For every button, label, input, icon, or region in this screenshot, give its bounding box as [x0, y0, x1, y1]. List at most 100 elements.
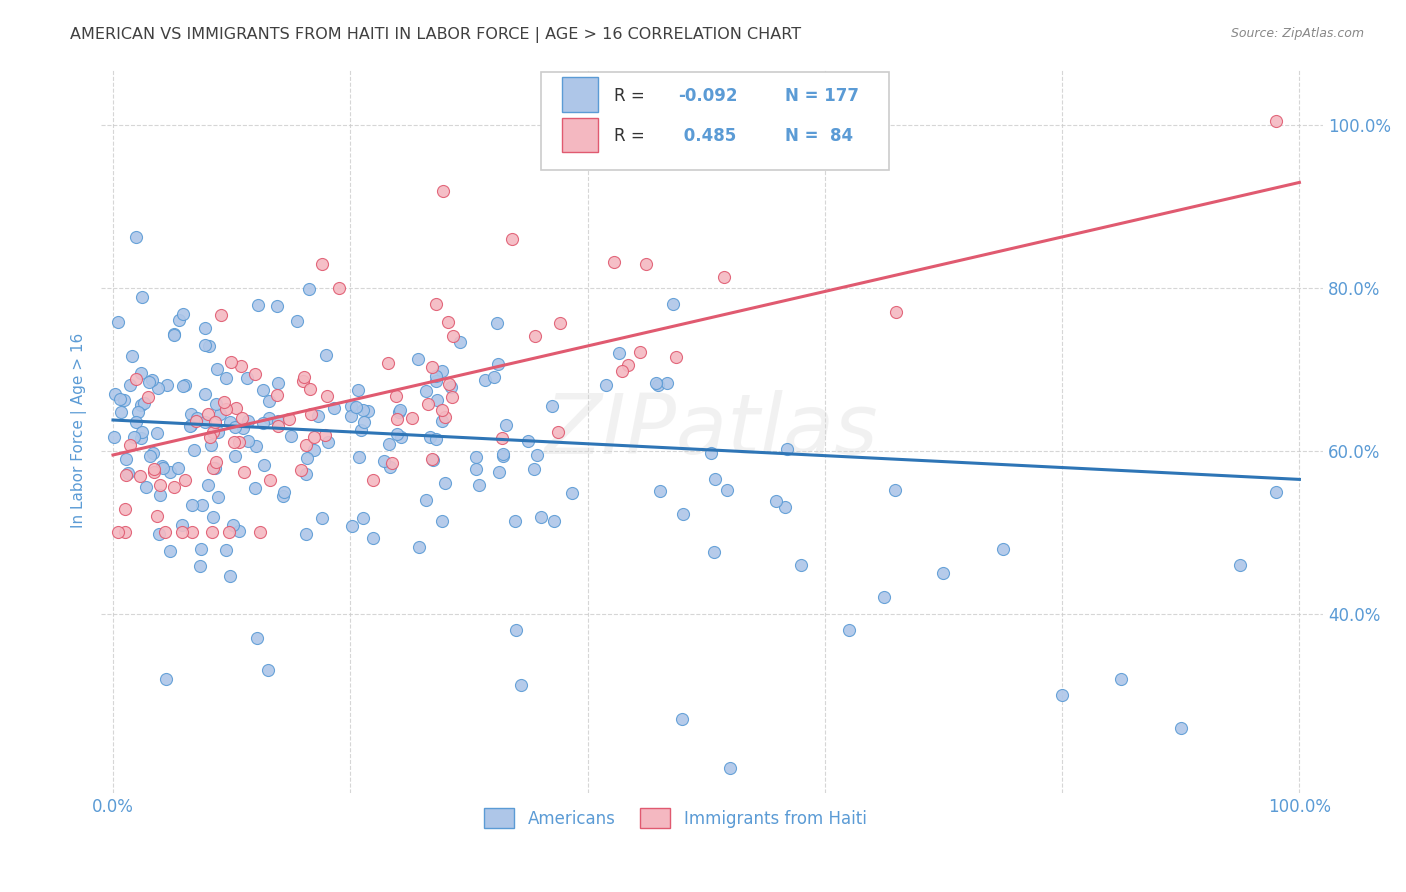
Point: [647, 377, 669, 392]
Point: [115, 468, 138, 483]
Point: [222, 517, 245, 532]
Point: [443, 328, 465, 343]
Point: [377, 356, 399, 370]
Point: [356, 404, 378, 418]
Point: [142, 461, 165, 475]
Point: [1111, 672, 1133, 686]
Point: [200, 438, 222, 452]
Point: [156, 378, 179, 392]
Point: [505, 624, 527, 638]
Point: [202, 425, 225, 439]
Point: [295, 438, 318, 452]
Point: [524, 329, 547, 343]
Point: [352, 511, 374, 525]
Point: [257, 410, 280, 425]
Point: [184, 414, 207, 428]
Point: [172, 307, 194, 321]
Point: [449, 334, 471, 349]
Point: [316, 435, 339, 450]
Point: [146, 508, 169, 523]
Point: [127, 405, 149, 419]
Point: [198, 430, 221, 444]
Point: [207, 490, 229, 504]
Point: [224, 450, 246, 464]
Point: [378, 436, 401, 450]
Point: [181, 525, 204, 540]
Point: [167, 461, 190, 475]
Point: [314, 428, 336, 442]
Point: [170, 518, 193, 533]
Point: [180, 407, 202, 421]
Point: [134, 396, 156, 410]
Point: [299, 382, 322, 396]
Point: [108, 392, 131, 407]
Point: [420, 451, 443, 466]
Point: [716, 483, 738, 497]
Point: [142, 446, 165, 460]
Point: [252, 383, 274, 397]
Point: [145, 425, 167, 440]
Point: [704, 472, 727, 486]
Point: [131, 290, 153, 304]
Point: [486, 357, 509, 371]
Point: [547, 425, 569, 439]
Point: [139, 449, 162, 463]
Point: [267, 414, 290, 428]
Point: [991, 541, 1014, 556]
Point: [408, 540, 430, 554]
Point: [225, 401, 247, 415]
Point: [215, 401, 238, 416]
Point: [149, 488, 172, 502]
Point: [159, 465, 181, 479]
Point: [340, 519, 363, 533]
Text: ZIPatlas: ZIPatlas: [546, 390, 879, 471]
Point: [509, 678, 531, 692]
FancyBboxPatch shape: [562, 118, 599, 153]
Point: [299, 407, 322, 421]
Point: [136, 390, 159, 404]
Point: [465, 450, 488, 464]
Point: [143, 465, 166, 479]
Point: [468, 478, 491, 492]
Text: 0.485: 0.485: [678, 128, 737, 145]
Point: [432, 364, 454, 378]
Point: [672, 507, 695, 521]
Point: [655, 376, 678, 391]
Point: [238, 414, 260, 428]
Point: [385, 389, 408, 403]
Point: [246, 298, 269, 312]
Point: [505, 514, 527, 528]
Point: [212, 395, 235, 409]
Point: [420, 359, 443, 374]
Point: [207, 362, 229, 376]
Point: [482, 370, 505, 384]
FancyBboxPatch shape: [562, 77, 599, 112]
Point: [344, 400, 367, 414]
Point: [229, 359, 252, 373]
Point: [1264, 114, 1286, 128]
Point: [152, 461, 174, 475]
Point: [373, 454, 395, 468]
Point: [713, 269, 735, 284]
Point: [271, 489, 294, 503]
Point: [253, 458, 276, 473]
Point: [304, 430, 326, 444]
FancyBboxPatch shape: [541, 72, 890, 169]
Point: [155, 525, 177, 540]
Point: [224, 420, 246, 434]
Point: [202, 460, 225, 475]
Point: [517, 434, 540, 449]
Point: [1229, 558, 1251, 572]
Point: [141, 373, 163, 387]
Point: [173, 473, 195, 487]
Point: [267, 376, 290, 391]
Point: [135, 479, 157, 493]
Point: [350, 423, 373, 437]
Text: N = 177: N = 177: [786, 87, 859, 104]
Point: [543, 514, 565, 528]
Point: [129, 398, 152, 412]
Point: [209, 309, 232, 323]
Point: [128, 468, 150, 483]
Point: [121, 349, 143, 363]
Point: [114, 452, 136, 467]
